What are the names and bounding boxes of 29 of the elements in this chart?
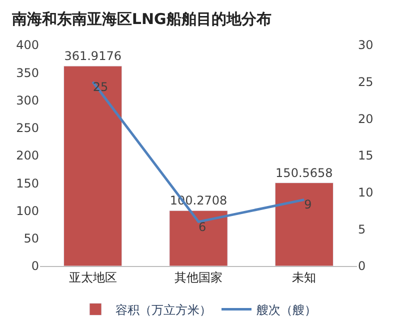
y-tick-label: 300 bbox=[16, 93, 39, 108]
y-tick-label: 200 bbox=[16, 148, 39, 163]
x-tick-label: 亚太地区 bbox=[68, 270, 117, 284]
data-label: 9 bbox=[304, 198, 312, 212]
y2-tick-label: 25 bbox=[358, 75, 374, 90]
y-tick-label: 50 bbox=[24, 232, 39, 246]
data-label: 6 bbox=[198, 220, 206, 234]
x-tick-label: 未知 bbox=[292, 270, 316, 284]
y-tick-label: 400 bbox=[16, 38, 39, 52]
y2-tick-label: 5 bbox=[358, 222, 366, 236]
y2-tick-label: 15 bbox=[358, 148, 374, 163]
legend-label: 艘次（艘） bbox=[256, 302, 316, 317]
y2-tick-label: 0 bbox=[358, 259, 366, 274]
y2-tick-label: 10 bbox=[358, 186, 374, 200]
y-tick-label: 350 bbox=[16, 66, 39, 80]
x-tick-label: 其他国家 bbox=[174, 270, 222, 284]
bar bbox=[64, 66, 122, 266]
y2-tick-label: 30 bbox=[358, 38, 374, 52]
y-tick-label: 100 bbox=[16, 204, 39, 218]
legend-label: 容积（万立方米） bbox=[116, 302, 212, 317]
y-tick-label: 150 bbox=[16, 176, 39, 190]
chart-title: 南海和东南亚海区LNG船舶目的地分布 bbox=[10, 10, 272, 28]
data-label: 361.9176 bbox=[64, 49, 122, 64]
y-tick-label: 0 bbox=[31, 259, 39, 274]
data-label: 150.5658 bbox=[276, 166, 333, 180]
y2-tick-label: 20 bbox=[358, 112, 374, 126]
bar bbox=[169, 210, 228, 266]
y-tick-label: 250 bbox=[16, 121, 39, 136]
bar bbox=[274, 182, 334, 266]
